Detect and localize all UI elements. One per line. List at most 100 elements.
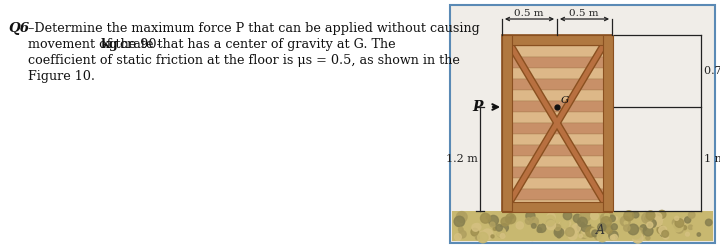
Circle shape	[611, 235, 615, 240]
Circle shape	[590, 212, 598, 220]
Circle shape	[569, 228, 572, 232]
Text: Figure 10.: Figure 10.	[28, 70, 95, 83]
Circle shape	[456, 212, 467, 222]
Text: coefficient of static friction at the floor is μs = 0.5, as shown in the: coefficient of static friction at the fl…	[28, 54, 460, 67]
Text: 1.2 m: 1.2 m	[446, 154, 478, 164]
Circle shape	[560, 220, 569, 228]
Circle shape	[647, 222, 653, 228]
Bar	[503, 90, 611, 101]
Bar	[503, 123, 611, 134]
Circle shape	[634, 228, 644, 237]
Circle shape	[683, 226, 687, 230]
Circle shape	[577, 222, 588, 233]
Circle shape	[585, 217, 592, 224]
Circle shape	[516, 222, 523, 229]
Circle shape	[500, 224, 508, 232]
Circle shape	[657, 226, 665, 234]
Bar	[503, 35, 611, 46]
Circle shape	[580, 211, 590, 221]
Circle shape	[657, 218, 667, 228]
Text: 0.5 m: 0.5 m	[514, 9, 544, 18]
Circle shape	[526, 211, 535, 220]
Bar	[503, 189, 611, 200]
Circle shape	[624, 221, 628, 225]
Circle shape	[658, 210, 666, 218]
Circle shape	[554, 228, 564, 237]
Circle shape	[564, 220, 571, 226]
Circle shape	[646, 211, 655, 220]
Text: A: A	[595, 224, 605, 238]
Circle shape	[688, 225, 693, 229]
Circle shape	[685, 217, 690, 223]
Circle shape	[477, 232, 488, 243]
Circle shape	[685, 232, 689, 236]
Bar	[502, 35, 512, 211]
Circle shape	[480, 213, 490, 223]
Text: Q6: Q6	[8, 22, 29, 35]
Bar	[503, 145, 611, 156]
Circle shape	[513, 215, 521, 222]
Circle shape	[546, 219, 554, 227]
Circle shape	[653, 213, 662, 222]
Circle shape	[605, 213, 609, 218]
Circle shape	[585, 227, 595, 237]
Circle shape	[598, 223, 606, 232]
Circle shape	[558, 221, 569, 232]
Circle shape	[493, 227, 497, 230]
Circle shape	[624, 225, 630, 231]
Circle shape	[497, 228, 505, 237]
Circle shape	[642, 213, 652, 223]
Circle shape	[538, 224, 546, 232]
Circle shape	[598, 231, 603, 236]
Circle shape	[528, 234, 536, 240]
Circle shape	[506, 217, 512, 223]
Circle shape	[563, 211, 572, 220]
Circle shape	[659, 226, 667, 234]
Circle shape	[475, 236, 480, 240]
Circle shape	[683, 218, 688, 223]
Circle shape	[697, 233, 701, 236]
Circle shape	[600, 214, 609, 222]
Circle shape	[580, 221, 590, 232]
Circle shape	[557, 218, 560, 221]
Circle shape	[503, 220, 507, 225]
Bar	[503, 178, 611, 189]
Circle shape	[454, 216, 464, 227]
Circle shape	[604, 225, 613, 234]
Circle shape	[459, 231, 466, 238]
Text: P: P	[472, 100, 482, 114]
Circle shape	[454, 234, 462, 240]
Circle shape	[633, 230, 643, 240]
Bar	[502, 202, 612, 212]
Circle shape	[611, 224, 617, 230]
Circle shape	[503, 213, 508, 217]
Circle shape	[472, 224, 480, 231]
Bar	[503, 68, 611, 79]
Bar	[503, 156, 611, 167]
Circle shape	[522, 217, 528, 223]
Circle shape	[631, 229, 641, 239]
Circle shape	[657, 214, 664, 220]
Circle shape	[579, 234, 582, 238]
Circle shape	[675, 226, 683, 233]
Circle shape	[510, 215, 513, 219]
Circle shape	[643, 226, 653, 236]
Circle shape	[612, 235, 617, 240]
Circle shape	[545, 215, 555, 225]
Circle shape	[647, 212, 654, 219]
Circle shape	[474, 223, 481, 231]
Text: G: G	[561, 96, 570, 105]
Bar	[503, 57, 611, 68]
Circle shape	[655, 226, 664, 235]
Circle shape	[572, 224, 580, 232]
Circle shape	[580, 230, 588, 238]
Circle shape	[601, 217, 611, 227]
Bar	[503, 101, 611, 112]
Circle shape	[693, 225, 698, 231]
Circle shape	[614, 217, 618, 220]
Circle shape	[526, 218, 532, 224]
Circle shape	[478, 231, 487, 241]
Circle shape	[505, 214, 516, 224]
Circle shape	[609, 215, 616, 222]
Circle shape	[482, 229, 493, 240]
